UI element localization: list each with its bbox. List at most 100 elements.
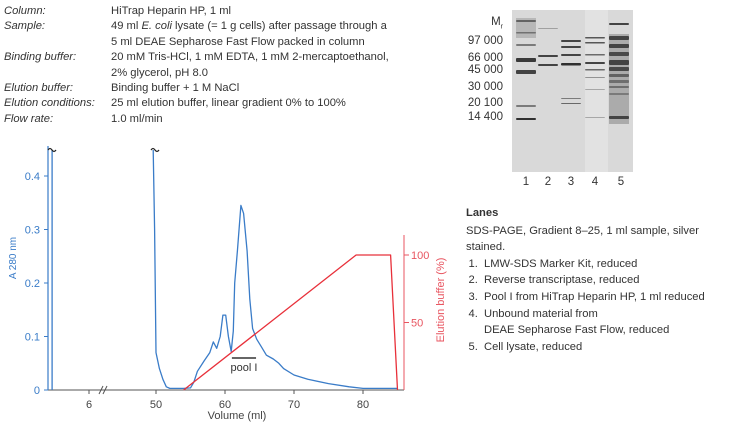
condition-row: Column: HiTrap Heparin HP, 1 ml [4,4,451,19]
gel-band [516,70,536,74]
gradient-trace [183,254,399,391]
gel-band [609,60,629,65]
gel-band [516,105,536,107]
lane-number: 2 [544,176,552,188]
gel-band [609,23,629,25]
gel-band [609,74,629,77]
lane-item: Unbound material from DEAE Sepharose Fast… [481,306,736,339]
gel-band [585,117,605,118]
absorbance-trace [152,149,398,390]
gel-band [585,62,605,64]
y-tick-label: 0.1 [25,332,40,344]
y-axis-label: A 280 nm [8,237,19,279]
gel-band [561,98,581,99]
lane-item-text: Reverse transcriptase, reduced [484,274,640,287]
condition-value: 25 ml elution buffer, linear gradient 0%… [111,96,451,111]
y-tick-label: 0.4 [25,171,40,183]
gel-band [561,40,581,42]
gel-band [585,37,605,39]
mr-marker-label: 45 000 [467,64,503,76]
gel-band [609,52,629,56]
lane-item: Cell lysate, reduced [481,339,736,356]
gel-band [516,20,536,22]
lane-item-text: Unbound material from [484,307,598,320]
condition-row: Flow rate: 1.0 ml/min [4,112,451,127]
gel-lane-smear [609,34,629,124]
y-tick-label: 0 [34,385,40,397]
gel-band [585,69,605,71]
gel-band [609,80,629,83]
condition-line: 49 ml E. coli lysate (= 1 g cells) after… [111,20,387,33]
gel-band [585,89,605,90]
lanes-legend: Lanes SDS-PAGE, Gradient 8–25, 1 ml samp… [466,205,736,355]
off-scale-mark [47,147,57,153]
mr-marker-label: 30 000 [467,81,503,93]
condition-row: Binding buffer: 20 mM Tris-HCl, 1 mM EDTA… [4,50,451,81]
condition-line: HiTrap Heparin HP, 1 ml [111,5,231,17]
mr-marker-label: 14 400 [467,111,503,123]
lane-item: Reverse transcriptase, reduced [481,272,736,289]
lane-item-text: Cell lysate, reduced [484,340,583,353]
lane-item-text: Pool I from HiTrap Heparin HP, 1 ml redu… [484,290,705,303]
condition-line: 5 ml DEAE Sepharose Fast Flow packed in … [111,35,365,48]
y-tick-label: 0.2 [25,278,40,290]
gel-band [609,116,629,119]
gel-band [516,32,536,34]
lane-number: 5 [617,176,625,188]
condition-key: Elution buffer: [4,82,74,95]
gel-band [609,44,629,48]
gel-band [538,55,558,57]
gel-band [561,63,581,66]
condition-line: Binding buffer + 1 M NaCl [111,82,240,95]
lane-number: 4 [591,176,599,188]
lane-number: 1 [522,176,530,188]
gel-band [585,54,605,56]
gel-band [516,44,536,46]
lanes-title: Lanes [466,207,499,219]
gel-band [609,67,629,71]
lanes-list: LMW-SDS Marker Kit, reduced Reverse trans… [466,256,736,356]
condition-value: Binding buffer + 1 M NaCl [111,81,451,96]
pool-label: pool I [231,362,258,374]
gel-band [561,46,581,48]
condition-key: Binding buffer: [4,51,77,64]
lane-item-text: LMW-SDS Marker Kit, reduced [484,257,638,270]
gel-band [585,42,605,44]
gel-band [561,103,581,104]
condition-key: Sample: [4,20,46,33]
mr-marker-label: 20 100 [467,97,503,109]
lane-number: 3 [567,176,575,188]
x-tick-label: 60 [219,399,231,411]
lane-item: Pool I from HiTrap Heparin HP, 1 ml redu… [481,289,736,306]
y2-tick-label: 50 [411,318,423,330]
gel-band [516,118,536,120]
condition-value: 49 ml E. coli lysate (= 1 g cells) after… [111,19,451,50]
gel-band [538,64,558,66]
condition-line: 1.0 ml/min [111,112,163,125]
condition-value: 20 mM Tris-HCl, 1 mM EDTA, 1 mM 2-mercap… [111,50,451,81]
x-tick-label: 50 [150,399,162,411]
gel-band [609,36,629,40]
x-tick-label: 70 [288,399,300,411]
condition-line: 2% glycerol, pH 8.0 [111,66,209,79]
mr-label: Mr [491,16,503,31]
condition-line: 25 ml elution buffer, linear gradient 0%… [111,97,346,110]
lanes-description: SDS-PAGE, Gradient 8–25, 1 ml sample, si… [466,224,699,254]
gel-band [609,93,629,95]
condition-key: Elution conditions: [4,97,95,110]
run-conditions: Column: HiTrap Heparin HP, 1 ml Sample: 49 … [4,4,451,127]
gel-band [538,28,558,29]
y-tick-label: 0.3 [25,225,40,237]
lane-item: LMW-SDS Marker Kit, reduced [481,256,736,273]
mr-marker-label: 97 000 [467,35,503,47]
gel-lane-smear [516,18,536,38]
condition-key: Flow rate: [4,112,54,125]
x-tick-label: 80 [357,399,369,411]
condition-row: Elution conditions: 25 ml elution buffer,… [4,96,451,111]
condition-key: Column: [4,5,46,17]
mr-marker-label: 66 000 [467,52,503,64]
gel-band [609,86,629,88]
gel-band [516,58,536,62]
